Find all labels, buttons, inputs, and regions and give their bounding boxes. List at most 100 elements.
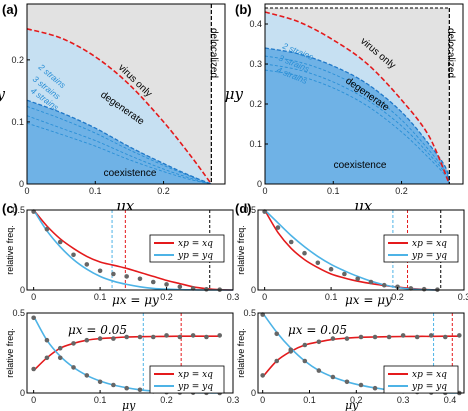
x-tick-label: 0.1 bbox=[89, 186, 102, 196]
strain-curve-4 bbox=[26, 122, 212, 185]
data-point bbox=[71, 365, 76, 370]
panel-label-d: (d) bbox=[235, 201, 252, 216]
legend-box bbox=[383, 365, 459, 394]
data-point bbox=[217, 333, 223, 338]
data-point bbox=[442, 334, 448, 340]
y-tick-label: 0.5 bbox=[12, 308, 25, 318]
x-tick-label: 0.3 bbox=[458, 292, 468, 302]
region-label-coexistence: coexistence bbox=[334, 160, 387, 171]
data-point bbox=[57, 355, 63, 361]
x-tick-label: 0 bbox=[260, 395, 265, 405]
data-point bbox=[84, 262, 90, 267]
coexistence-region bbox=[27, 100, 212, 184]
y-tick-label: 0 bbox=[19, 179, 24, 189]
data-point bbox=[421, 286, 427, 292]
data-point bbox=[386, 334, 392, 340]
strain-curve-2 bbox=[26, 105, 212, 185]
virus-only-boundary bbox=[26, 28, 212, 185]
x-tick-label: 0 bbox=[262, 186, 267, 196]
data-point bbox=[44, 226, 50, 232]
data-point bbox=[137, 276, 143, 282]
y-tick-label: 0 bbox=[20, 285, 25, 295]
data-point bbox=[97, 268, 103, 274]
y-tick-label: 0.1 bbox=[249, 139, 262, 149]
axes-frame bbox=[257, 312, 465, 394]
annotation-text: μx = μy bbox=[112, 293, 159, 307]
y-tick-label: 0.5 bbox=[12, 205, 25, 215]
x-tick-label: 0.3 bbox=[227, 292, 240, 302]
y-tick-label: 0.2 bbox=[11, 55, 24, 65]
data-point bbox=[71, 341, 76, 346]
legend-label-x: xp = xq bbox=[178, 370, 213, 380]
region-label-delocalized: delocalized bbox=[208, 28, 219, 78]
data-point bbox=[164, 282, 169, 287]
legend-label-x: xp = xq bbox=[412, 239, 447, 249]
data-point bbox=[111, 271, 116, 277]
data-point bbox=[414, 334, 420, 340]
data-point bbox=[84, 373, 90, 378]
data-point bbox=[190, 333, 196, 338]
data-point bbox=[372, 334, 378, 340]
region-label-coexistence: coexistence bbox=[104, 168, 157, 179]
data-point bbox=[342, 271, 347, 277]
data-point bbox=[97, 336, 103, 341]
data-point bbox=[316, 339, 322, 345]
data-point bbox=[137, 334, 143, 340]
x-tick-label: 0.1 bbox=[303, 395, 316, 405]
y-tick-label: 0 bbox=[251, 285, 256, 295]
x-axis-label: μy bbox=[345, 399, 359, 411]
data-point bbox=[355, 276, 360, 282]
y-axis-label: relative freq. bbox=[236, 225, 246, 275]
y-tick-label: 0.5 bbox=[243, 308, 256, 318]
y-axis-label: μy bbox=[0, 85, 6, 103]
y-tick-label: 0 bbox=[251, 388, 256, 398]
data-point bbox=[275, 225, 281, 230]
y-tick-label: 0.4 bbox=[249, 19, 262, 29]
axes-frame bbox=[26, 312, 234, 394]
data-point bbox=[274, 358, 280, 364]
data-point bbox=[204, 287, 209, 292]
x-tick-label: 0.1 bbox=[325, 292, 338, 302]
data-point bbox=[57, 345, 63, 351]
data-point bbox=[260, 373, 265, 378]
data-point bbox=[368, 279, 374, 285]
axes-frame bbox=[257, 209, 465, 291]
freq-plot-c-top: 0 0.1 0.2 0.3 0 0.5 relative freq. μx = μy xp = … bbox=[5, 205, 239, 307]
x-tick-label: 0.3 bbox=[227, 395, 240, 405]
panel-label-c: (c) bbox=[2, 201, 18, 216]
axes-frame bbox=[264, 3, 464, 185]
data-point bbox=[111, 336, 116, 341]
degenerate-boundary bbox=[264, 47, 450, 185]
y-axis-label: relative freq. bbox=[236, 328, 246, 378]
axes-frame bbox=[26, 209, 234, 291]
data-point bbox=[111, 382, 116, 388]
data-point bbox=[204, 334, 209, 340]
y-tick-label: 0.3 bbox=[249, 59, 262, 69]
data-point bbox=[124, 274, 129, 279]
data-point bbox=[358, 382, 364, 388]
annotation-text: μx = 0.05 bbox=[288, 323, 347, 337]
x-axis-label: μy bbox=[122, 399, 136, 411]
virus-only-boundary bbox=[264, 11, 451, 185]
y-tick-label: 0 bbox=[20, 388, 25, 398]
data-point bbox=[344, 379, 350, 385]
data-point bbox=[177, 334, 183, 340]
legend-label-x: xp = xq bbox=[178, 239, 213, 249]
data-point bbox=[124, 385, 129, 391]
freq-plot-d-top: 0 0.1 0.2 0.3 0 0.5 relative freq. μx = μy xp = … bbox=[236, 205, 468, 307]
x-tick-label: 0.2 bbox=[350, 395, 363, 405]
freq-plot-c-bottom: 0 0.1 0.2 0.3 0 0.5 relative freq. μx = 0.05 μy x… bbox=[5, 308, 239, 411]
annotation-text: μx = 0.05 bbox=[68, 323, 127, 337]
x-tick-label: 0.4 bbox=[444, 395, 457, 405]
x-tick-label: 0.2 bbox=[395, 186, 408, 196]
legend-box bbox=[149, 234, 225, 263]
data-point bbox=[274, 331, 280, 337]
data-point bbox=[31, 315, 36, 321]
panel-label-a: (a) bbox=[2, 2, 18, 17]
x-tick-label: 0 bbox=[31, 395, 36, 405]
data-point bbox=[57, 239, 63, 245]
phase-diagram-a: 00.10.200.10.2μxμyvirus onlydegenerateco… bbox=[0, 3, 226, 215]
data-point bbox=[330, 374, 336, 380]
data-point bbox=[302, 250, 307, 256]
